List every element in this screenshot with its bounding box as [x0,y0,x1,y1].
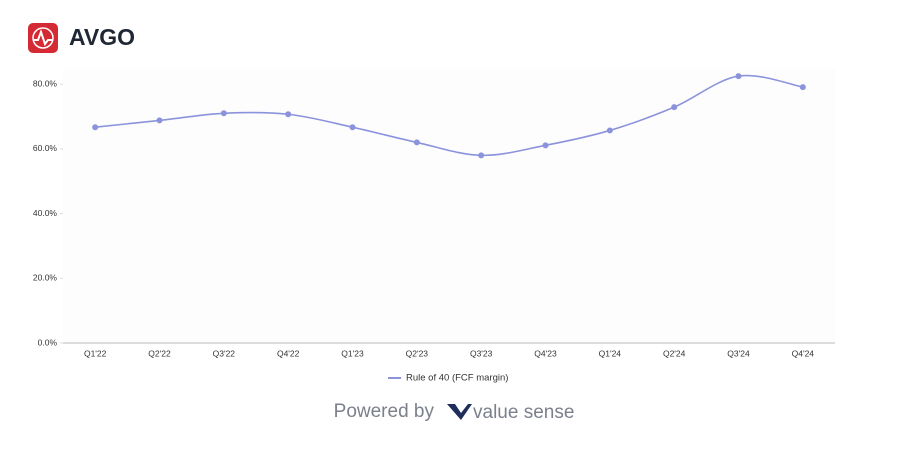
series-line [95,74,803,157]
legend-label: Rule of 40 (FCF margin) [406,373,508,384]
y-tick-label: 80.0% [33,78,58,88]
data-point [92,124,99,131]
ticker: AVGO [69,24,135,50]
logo-wave [33,29,53,47]
x-tick-label: Q3'23 [470,348,493,358]
data-point [349,124,356,131]
data-point [413,139,420,146]
x-tick-label: Q3'24 [727,348,750,358]
data-point [735,73,742,80]
logo-ring [32,27,54,49]
data-point [606,127,613,134]
brand-logo [447,404,472,420]
y-tick-label: 40.0% [33,208,58,218]
data-point [671,104,678,111]
x-tick-label: Q1'22 [84,348,107,358]
data-point [799,84,806,91]
brand: value sense [473,402,574,423]
x-tick-label: Q2'22 [148,348,171,358]
data-point [542,142,549,149]
y-tick-label: 0.0% [38,337,58,347]
x-tick-label: Q4'24 [792,348,815,358]
x-tick-label: Q4'23 [534,348,557,358]
x-tick-label: Q4'22 [277,348,300,358]
x-tick-label: Q1'24 [599,348,622,358]
plot-area [63,68,835,343]
y-tick-label: 20.0% [33,273,58,283]
x-tick-label: Q2'24 [663,348,686,358]
x-tick-label: Q3'22 [213,348,236,358]
data-point [220,110,227,117]
y-tick-label: 60.0% [33,143,58,153]
powered-by: Powered by [334,401,435,422]
x-tick-label: Q2'23 [406,348,429,358]
data-point [478,152,485,159]
data-point [285,111,292,118]
x-tick-label: Q1'23 [341,348,364,358]
data-point [156,117,163,124]
